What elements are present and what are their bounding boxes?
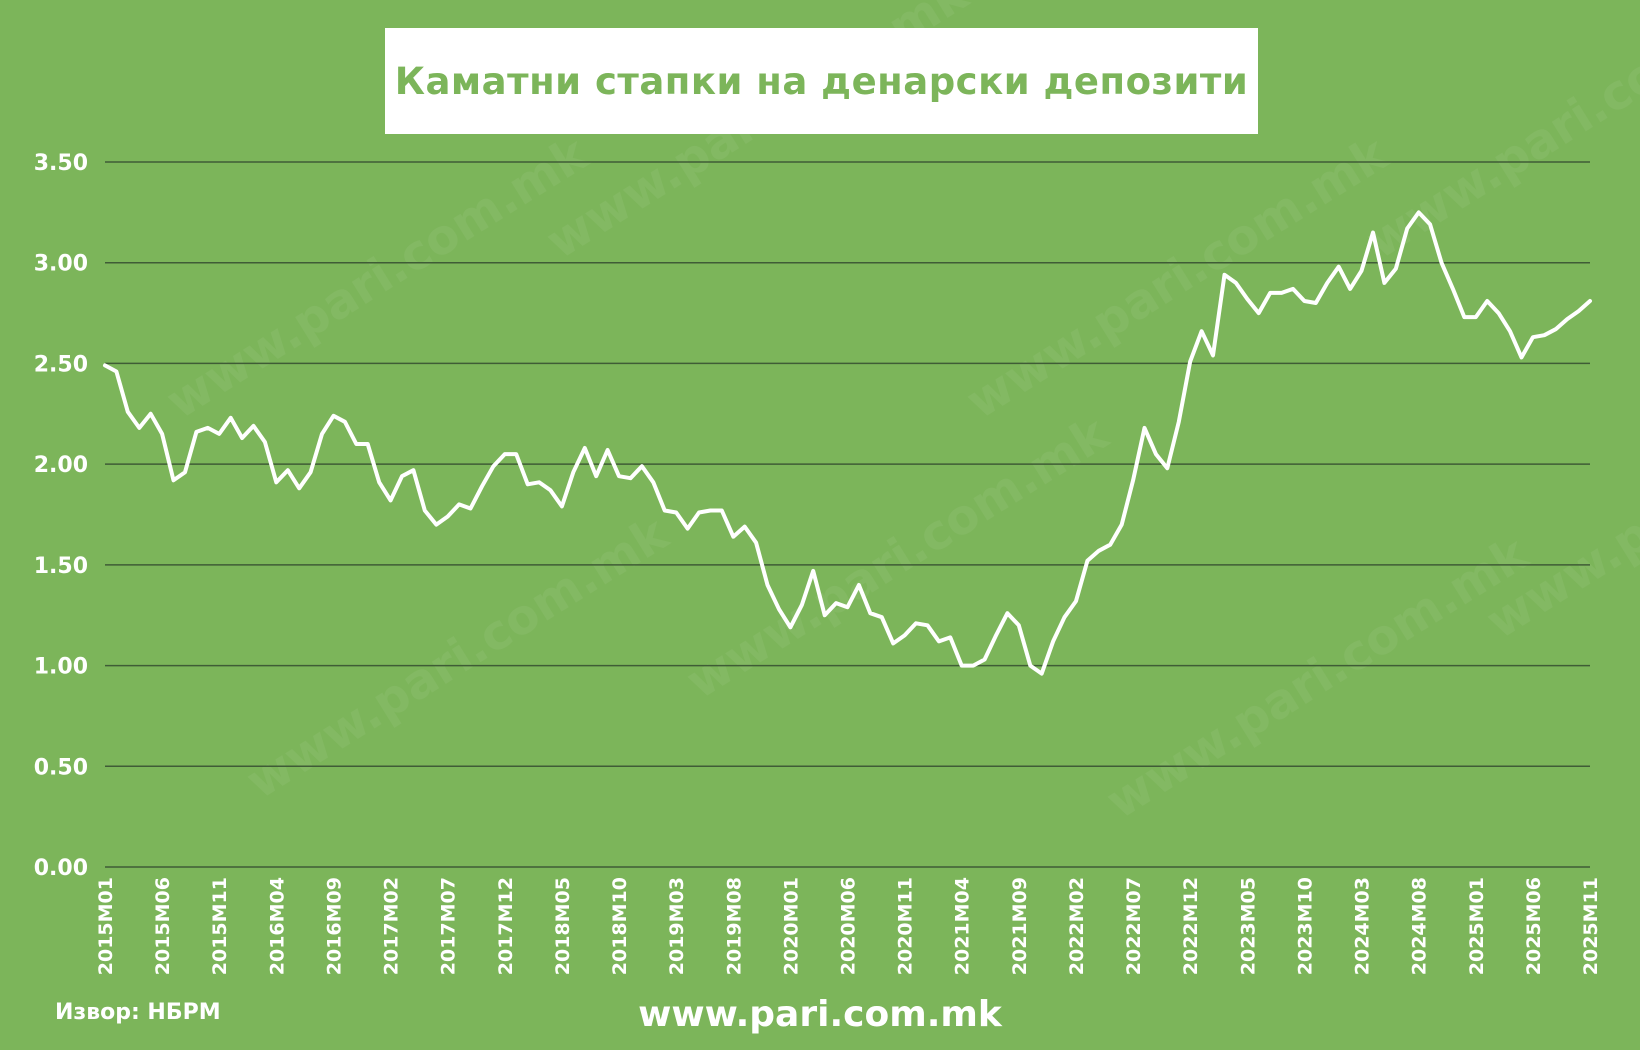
x-tick-label-6: 2017M07 bbox=[438, 877, 460, 975]
x-tick-label-13: 2020M06 bbox=[838, 877, 860, 975]
watermark-5: www.pari.com.mk bbox=[677, 405, 1119, 710]
x-tick-label-21: 2023M10 bbox=[1294, 877, 1316, 975]
y-tick-label-6: 3.00 bbox=[34, 252, 88, 277]
y-tick-label-1: 0.50 bbox=[34, 755, 88, 780]
chart-title-box: Каматни стапки на денарски депозити bbox=[385, 28, 1258, 134]
y-tick-label-4: 2.00 bbox=[34, 453, 88, 478]
x-tick-label-17: 2022M02 bbox=[1066, 877, 1088, 975]
y-tick-label-7: 3.50 bbox=[34, 151, 88, 176]
x-tick-label-11: 2019M08 bbox=[723, 877, 745, 975]
watermark-4: www.pari.com.mk bbox=[237, 505, 679, 810]
watermark-0: www.pari.com.mk bbox=[157, 125, 599, 430]
x-tick-label-25: 2025M06 bbox=[1523, 877, 1545, 975]
x-tick-label-24: 2025M01 bbox=[1466, 877, 1488, 975]
x-axis-ticks: 2015M01 2015M06 2015M11 2016M04 2016M09 2017M… bbox=[95, 877, 1602, 975]
x-tick-label-5: 2017M02 bbox=[381, 877, 403, 975]
x-tick-label-2: 2015M11 bbox=[209, 877, 231, 975]
x-tick-label-23: 2024M08 bbox=[1409, 877, 1431, 975]
x-tick-label-12: 2020M01 bbox=[780, 877, 802, 975]
x-tick-label-22: 2024M03 bbox=[1352, 877, 1374, 975]
y-axis-ticks: 0.00 0.50 1.00 1.50 2.00 2.50 3.00 3.50 bbox=[34, 151, 88, 881]
x-tick-label-20: 2023M05 bbox=[1237, 877, 1259, 975]
x-tick-label-7: 2017M12 bbox=[495, 877, 517, 975]
y-tick-label-0: 0.00 bbox=[34, 856, 88, 881]
source-label: Извор: НБРМ bbox=[55, 1000, 221, 1025]
y-tick-label-5: 2.50 bbox=[34, 352, 88, 377]
y-tick-label-3: 1.50 bbox=[34, 554, 88, 579]
series-line bbox=[103, 210, 1592, 676]
x-tick-label-1: 2015M06 bbox=[152, 877, 174, 975]
watermark-7: www.pari.com.mk bbox=[1477, 345, 1640, 650]
gridlines bbox=[105, 161, 1590, 868]
x-tick-label-4: 2016M09 bbox=[323, 877, 345, 975]
x-tick-label-10: 2019M03 bbox=[666, 877, 688, 975]
series-layer bbox=[103, 210, 1592, 676]
chart-title: Каматни стапки на денарски депозити bbox=[394, 59, 1249, 103]
website-link[interactable]: www.pari.com.mk bbox=[638, 994, 1002, 1035]
x-tick-label-0: 2015M01 bbox=[95, 877, 117, 975]
watermark-3: www.pari.com.mk bbox=[1357, 0, 1640, 270]
x-tick-label-9: 2018M10 bbox=[609, 877, 631, 975]
x-tick-label-18: 2022M07 bbox=[1123, 877, 1145, 975]
x-tick-label-8: 2018M05 bbox=[552, 877, 574, 975]
x-tick-label-19: 2022M12 bbox=[1180, 877, 1202, 975]
watermark-6: www.pari.com.mk bbox=[1097, 525, 1539, 830]
x-tick-label-16: 2021M09 bbox=[1009, 877, 1031, 975]
x-tick-label-26: 2025M11 bbox=[1580, 877, 1602, 975]
y-tick-label-2: 1.00 bbox=[34, 655, 88, 680]
x-tick-label-15: 2021M04 bbox=[952, 877, 974, 975]
x-tick-label-3: 2016M04 bbox=[266, 877, 288, 975]
x-tick-label-14: 2020M11 bbox=[895, 877, 917, 975]
